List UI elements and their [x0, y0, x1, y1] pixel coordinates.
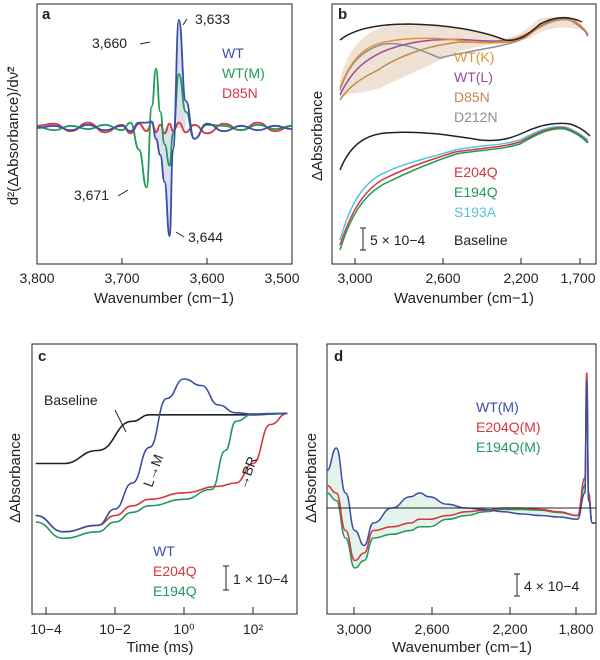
panel-d: d ΔAbsorbance Wavenumber (cm−1) 3,000 2,… — [303, 343, 597, 656]
panel-d-xtick: 2,200 — [492, 621, 527, 637]
panel-d-letter: d — [334, 348, 343, 365]
panel-a: a d²(ΔAbsorbance)/dν̃² Wavenumber (cm−1)… — [5, 3, 300, 307]
panel-c-letter: c — [38, 348, 46, 365]
panel-a-wt-fill — [151, 20, 186, 236]
panel-c-xtick: 10² — [243, 621, 264, 637]
panel-b-xlabel: Wavenumber (cm−1) — [394, 290, 534, 307]
panel-a-letter: a — [42, 6, 51, 23]
panel-c-annotation: →BR — [234, 454, 260, 491]
panel-c: c ΔAbsorbance Time (ms) 10−4 10−2 10⁰ 10… — [7, 343, 298, 656]
panel-b-letter: b — [338, 6, 347, 23]
panel-c-xtick: 10−4 — [30, 621, 62, 637]
panel-b-ylabel: ΔAbsorbance — [309, 91, 326, 181]
panel-b-xtick: 1,700 — [560, 270, 595, 286]
panel-b-legend-baseline: Baseline — [454, 232, 508, 248]
panel-c-legend-e194q: E194Q — [153, 583, 197, 599]
panel-d-ylabel: ΔAbsorbance — [303, 433, 320, 523]
panel-b-xtick: 2,200 — [503, 270, 538, 286]
panel-b-legend-d212n: D212N — [454, 109, 498, 125]
panel-d-legend-e204qm: E204Q(M) — [476, 419, 541, 435]
panel-a-legend-wt: WT — [222, 45, 244, 61]
panel-b-upper-baseline — [339, 17, 583, 42]
panel-c-legend-e204q: E204Q — [153, 563, 197, 579]
panel-c-xtick: 10−2 — [99, 621, 131, 637]
panel-d-series-wtm — [326, 379, 596, 547]
panel-b-legend-e204q: E204Q — [454, 164, 498, 180]
panel-b-scale-label: 5 × 10−4 — [370, 232, 425, 248]
panel-a-xtick: 3,500 — [264, 270, 299, 286]
panel-b-legend-wtk: WT(K) — [454, 49, 494, 65]
panel-a-series-wtm — [36, 67, 293, 189]
panel-c-label-baseline: Baseline — [44, 392, 98, 408]
panel-c-legend-wt: WT — [153, 543, 175, 559]
panel-b: b ΔAbsorbance Wavenumber (cm−1) 3,000 2,… — [309, 3, 597, 307]
panel-c-series-wt — [35, 378, 288, 533]
panel-c-scale-label: 1 × 10−4 — [233, 571, 288, 587]
panel-c-frame — [31, 343, 298, 615]
panel-a-annotation: 3,633 — [195, 11, 230, 27]
panel-b-xtick: 3,000 — [337, 270, 372, 286]
panel-d-legend-wtm: WT(M) — [476, 399, 519, 415]
panel-d-xtick: 1,800 — [558, 621, 593, 637]
panel-a-xlabel: Wavenumber (cm−1) — [94, 290, 234, 307]
panel-d-scale-label: 4 × 10−4 — [524, 578, 579, 594]
panel-a-annotation: 3,644 — [188, 229, 223, 245]
panel-b-legend-d85n: D85N — [454, 89, 490, 105]
panel-b-series-e194q — [339, 127, 589, 251]
panel-b-legend-wtl: WT(L) — [454, 69, 493, 85]
panel-b-legend-e194q: E194Q — [454, 184, 498, 200]
panel-b-lower-baseline — [339, 122, 591, 171]
panel-d-frame — [326, 343, 597, 615]
panel-c-xtick: 10⁰ — [173, 621, 195, 637]
panel-d-xtick: 2,600 — [414, 621, 449, 637]
panel-a-legend-d85n: D85N — [222, 85, 258, 101]
panel-b-xtick: 2,600 — [425, 270, 460, 286]
panel-d-xlabel: Wavenumber (cm−1) — [392, 639, 532, 656]
panel-a-xtick: 3,600 — [189, 270, 224, 286]
panel-c-xlabel: Time (ms) — [127, 639, 194, 656]
panel-a-annotation: 3,660 — [92, 35, 127, 51]
panel-b-legend-s193a: S193A — [454, 204, 497, 220]
panel-a-xtick: 3,700 — [104, 270, 139, 286]
panel-b-series-s193a — [339, 125, 589, 241]
panel-d-fill — [327, 380, 596, 568]
panel-c-ylabel: ΔAbsorbance — [7, 433, 24, 523]
panel-d-series-e204qm — [326, 372, 596, 562]
panel-b-series-e204q — [339, 126, 589, 246]
panel-a-series-wt — [36, 19, 293, 237]
panel-a-xtick: 3,800 — [19, 270, 54, 286]
panel-c-series-baseline — [35, 412, 288, 465]
panel-d-legend-e194qm: E194Q(M) — [476, 439, 541, 455]
panel-a-frame — [36, 3, 293, 265]
panel-b-frame — [331, 3, 597, 265]
panel-a-annotation: 3,671 — [74, 187, 109, 203]
panel-a-ylabel: d²(ΔAbsorbance)/dν̃² — [5, 66, 22, 205]
panel-d-xtick: 3,000 — [336, 621, 371, 637]
panel-a-legend-wtm: WT(M) — [222, 65, 265, 81]
